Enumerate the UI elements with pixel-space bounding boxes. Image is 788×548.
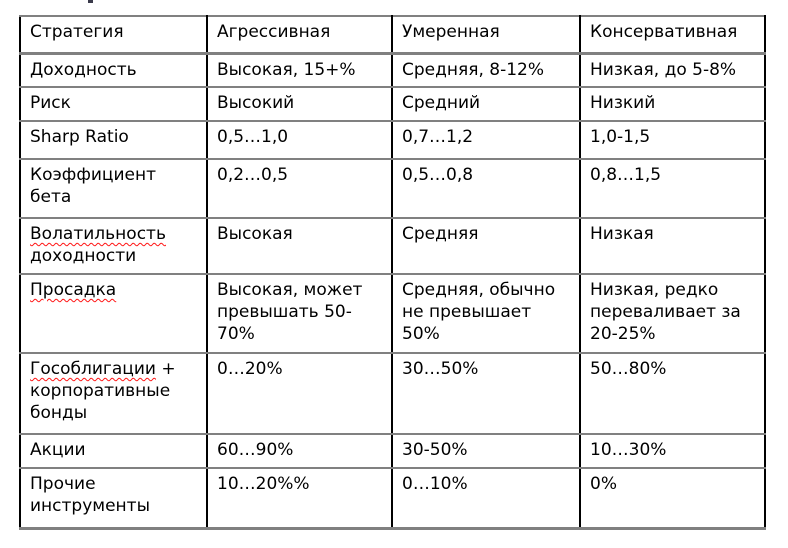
column-header: Агрессивная — [206, 15, 393, 55]
table-row: Коэффициент бета 0,2…0,5 0,5…0,8 0,8…1,5 — [19, 158, 766, 219]
table-cell: 10…30% — [579, 433, 766, 469]
misspelled-word: Просадка — [30, 280, 117, 300]
cropped-text-artifact — [88, 0, 93, 3]
table-cell: Средняя, 8-12% — [391, 52, 581, 88]
table-cell: 0,2…0,5 — [206, 158, 393, 219]
table-row: Риск Высокий Средний Низкий — [19, 86, 766, 122]
table-body: Доходность Высокая, 15+% Средняя, 8-12% Низ… — [19, 52, 766, 530]
table-cell: Высокая — [206, 217, 393, 275]
table-cell: 0% — [579, 467, 766, 530]
table-cell: Средняя — [391, 217, 581, 275]
table-cell: 30…50% — [391, 352, 581, 435]
table-cell: Низкая, редко переваливает за 20-25% — [579, 273, 766, 354]
table-cell: Высокая, может превышать 50- 70% — [206, 273, 393, 354]
table-cell: 1,0-1,5 — [579, 120, 766, 160]
row-label: Акции — [19, 433, 208, 469]
row-label: Просадка — [19, 273, 208, 354]
table-cell: 0,8…1,5 — [579, 158, 766, 219]
table-cell: 0,5…0,8 — [391, 158, 581, 219]
table-cell: 50…80% — [579, 352, 766, 435]
row-label: Волатильность доходности — [19, 217, 208, 275]
table-row: Просадка Высокая, может превышать 50- 70%… — [19, 273, 766, 354]
table-cell: 10…20%% — [206, 467, 393, 530]
column-header: Стратегия — [19, 15, 208, 55]
table-cell: 0,5…1,0 — [206, 120, 393, 160]
table-cell: Средний — [391, 86, 581, 122]
row-label: Sharp Ratio — [19, 120, 208, 160]
table-cell: Низкая, до 5-8% — [579, 52, 766, 88]
table-row: Прочие инструменты 10…20%% 0…10% 0% — [19, 467, 766, 530]
table-cell: Низкая — [579, 217, 766, 275]
table-cell: 60…90% — [206, 433, 393, 469]
table-row: Волатильность доходности Высокая Средняя Ни… — [19, 217, 766, 275]
row-label: Гособлигации + корпоративные бонды — [19, 352, 208, 435]
table-cell: Средняя, обычно не превышает 50% — [391, 273, 581, 354]
row-label: Доходность — [19, 52, 208, 88]
row-label: Коэффициент бета — [19, 158, 208, 219]
table-cell: Низкий — [579, 86, 766, 122]
table-row: Доходность Высокая, 15+% Средняя, 8-12% Низ… — [19, 52, 766, 88]
strategy-comparison-table: Стратегия Агрессивная Умеренная Консерватив… — [19, 15, 766, 530]
column-header: Умеренная — [391, 15, 581, 55]
misspelled-word: Волатильность — [30, 224, 166, 244]
table-cell: 30-50% — [391, 433, 581, 469]
column-header: Консервативная — [579, 15, 766, 55]
table-cell: 0…20% — [206, 352, 393, 435]
row-label: Риск — [19, 86, 208, 122]
row-label: Прочие инструменты — [19, 467, 208, 530]
table-row: Sharp Ratio 0,5…1,0 0,7…1,2 1,0-1,5 — [19, 120, 766, 160]
table-cell: Высокий — [206, 86, 393, 122]
table-cell: 0…10% — [391, 467, 581, 530]
table-row: Акции 60…90% 30-50% 10…30% — [19, 433, 766, 469]
misspelled-word: Гособлигации — [30, 359, 156, 379]
table-row: Гособлигации + корпоративные бонды 0…20% 3… — [19, 352, 766, 435]
table-header-row: Стратегия Агрессивная Умеренная Консерватив… — [19, 15, 766, 55]
table-cell: Высокая, 15+% — [206, 52, 393, 88]
table-cell: 0,7…1,2 — [391, 120, 581, 160]
